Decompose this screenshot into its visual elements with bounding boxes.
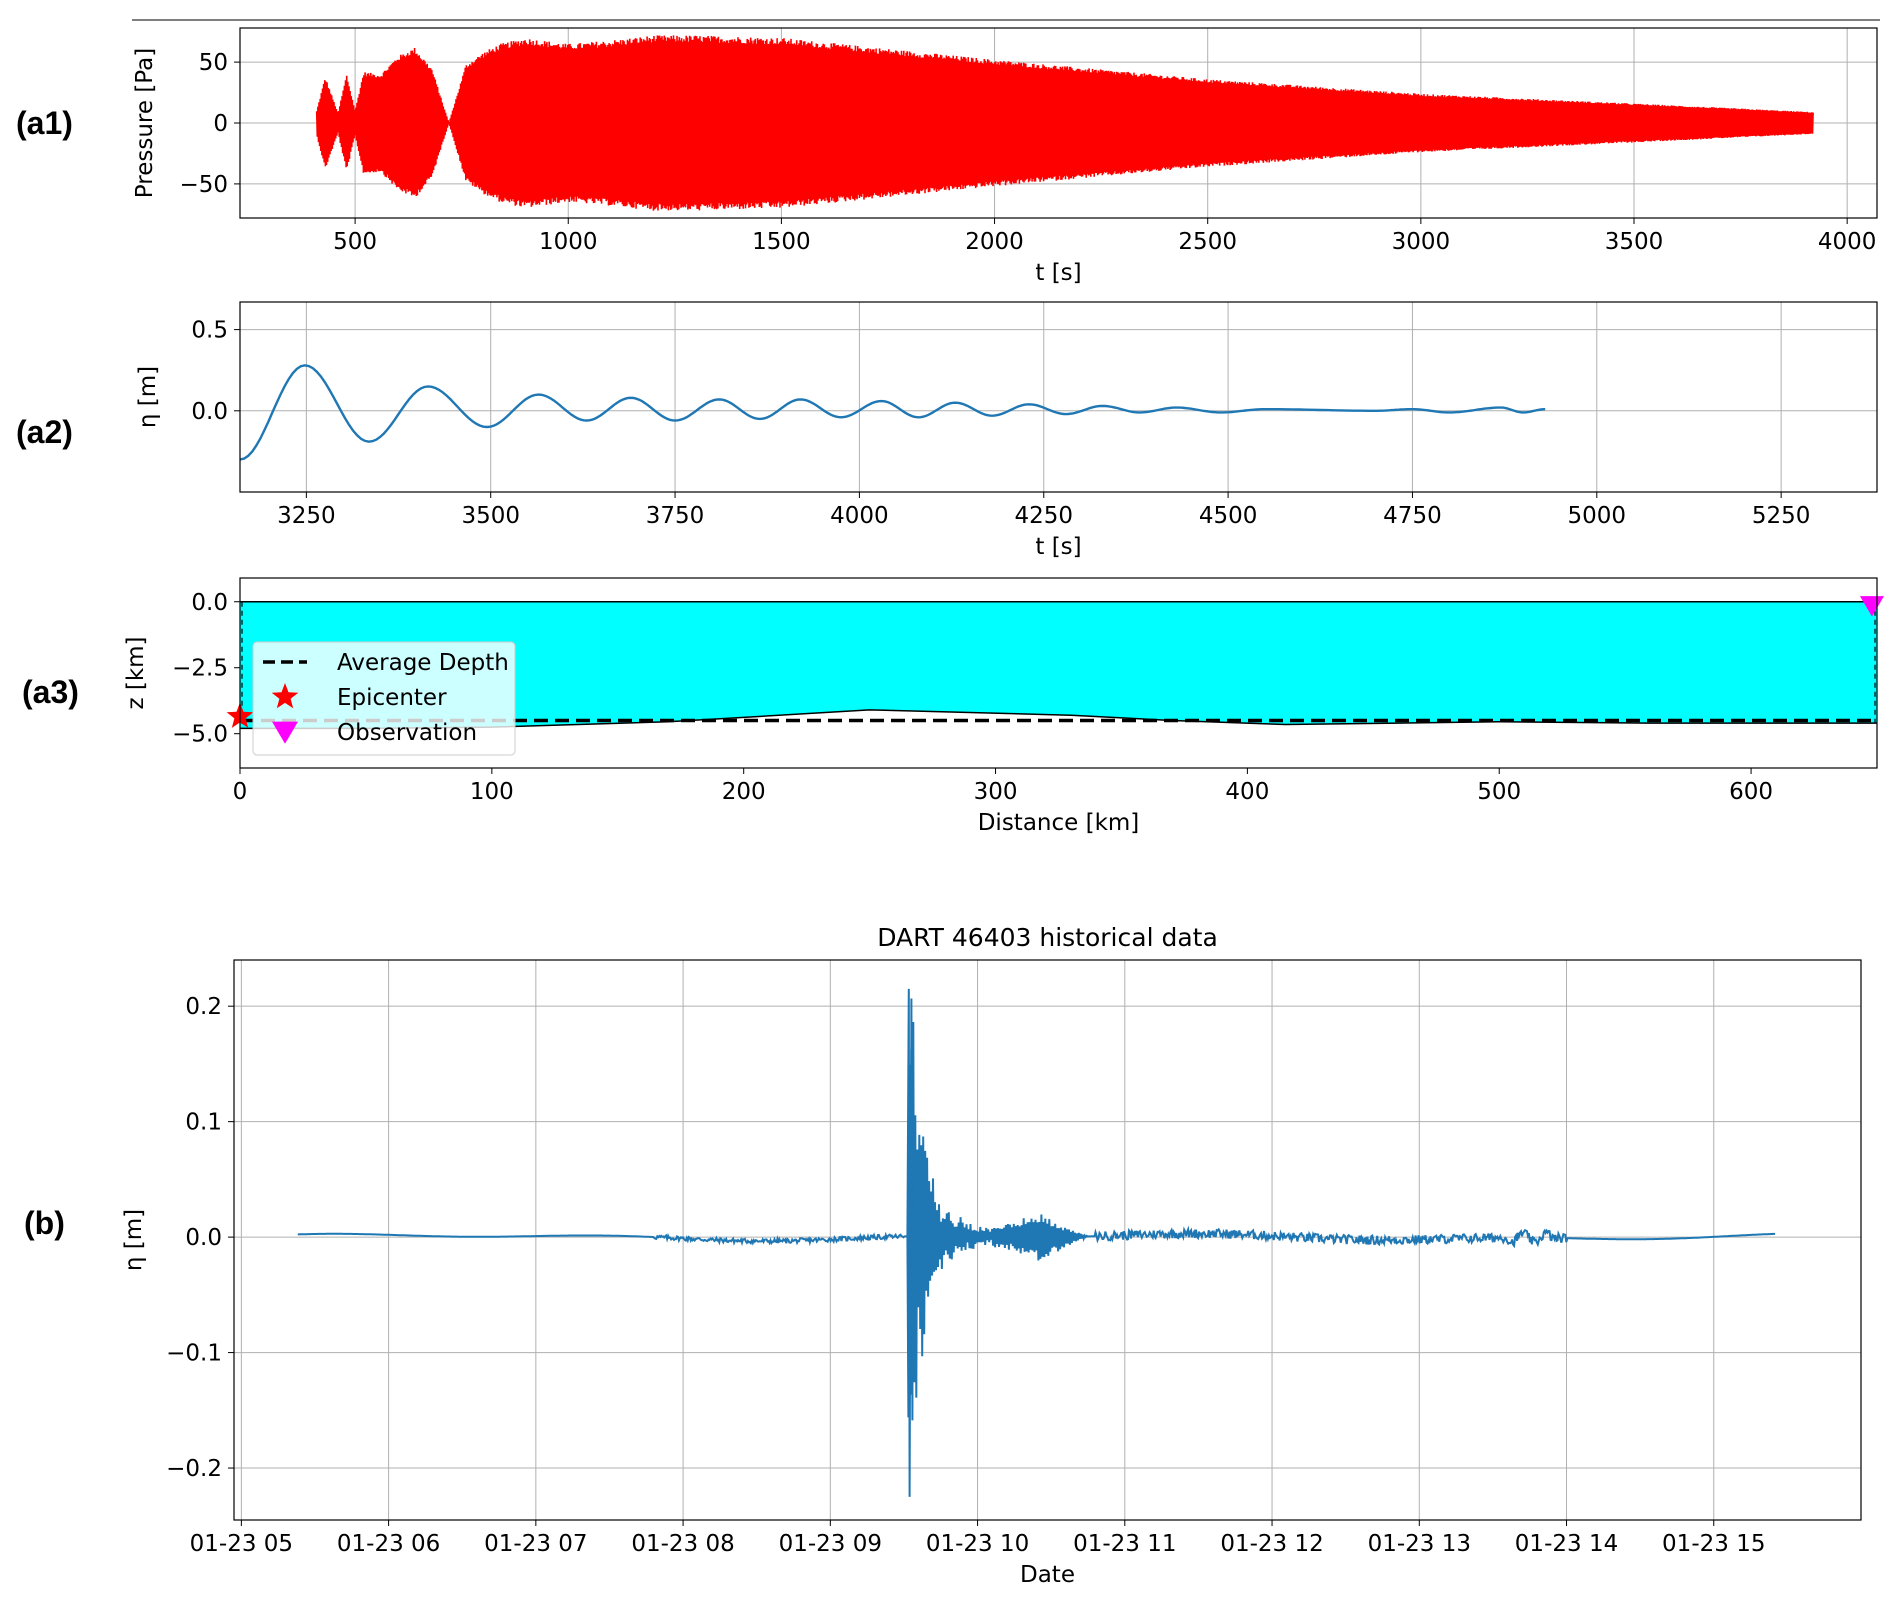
a1-x-axis-label: t [s]	[1035, 260, 1081, 286]
a2-y-axis-label: η [m]	[135, 366, 161, 428]
b-y-axis-label: η [m]	[121, 1209, 147, 1271]
a3-xtick-label: 300	[974, 779, 1018, 805]
a2-xtick-label: 3250	[277, 503, 336, 529]
a3-legend-label: Observation	[337, 720, 477, 746]
a2-xtick-label: 3500	[461, 503, 520, 529]
a1-xtick-label: 3000	[1392, 229, 1451, 255]
a3-y-axis-label: z [km]	[123, 636, 149, 709]
a3-xtick-label: 200	[722, 779, 766, 805]
b-ytick-label: 0.1	[185, 1110, 222, 1136]
a3-legend-label: Average Depth	[337, 650, 509, 676]
a1-plot-frame	[239, 27, 1878, 219]
a1-xtick-label: 500	[333, 229, 377, 255]
pressure-chart: 500 1000 1500 2000 2500 3000 3500 4000 −50 0 50 t […	[132, 27, 1878, 286]
a2-ytick-label: 0.5	[191, 318, 228, 344]
a3-ytick-label: −5.0	[172, 722, 228, 748]
a3-xtick-label: 500	[1477, 779, 1521, 805]
a1-ytick-label: 50	[199, 50, 228, 76]
a3-plot-frame	[239, 577, 1878, 769]
a2-xtick-label: 4500	[1199, 503, 1258, 529]
b-plot-frame	[233, 959, 1862, 1521]
a3-xtick-label: 600	[1729, 779, 1773, 805]
a2-xtick-label: 5000	[1568, 503, 1627, 529]
a2-xtick-label: 4750	[1383, 503, 1442, 529]
a3-xtick-label: 400	[1225, 779, 1269, 805]
a2-x-axis-label: t [s]	[1035, 534, 1081, 560]
a2-xtick-label: 3750	[646, 503, 705, 529]
a3-water-area	[240, 601, 1877, 729]
a2-xtick-label: 5250	[1752, 503, 1811, 529]
a3-xtick-label: 100	[470, 779, 514, 805]
b-xtick-label: 01-23 10	[926, 1531, 1029, 1557]
b-xtick-label: 01-23 11	[1073, 1531, 1176, 1557]
dart-chart: 01-23 05 01-23 06 01-23 07 01-23 08 01-23 09…	[121, 923, 1862, 1588]
b-eta-series	[297, 998, 1776, 1421]
panel-tag-a3: (a3)	[22, 674, 79, 710]
b-x-axis-label: Date	[1020, 1562, 1075, 1588]
a1-ytick-label: −50	[179, 172, 228, 198]
b-eta-peak-series	[906, 988, 915, 1497]
a3-xtick-label: 0	[233, 779, 248, 805]
b-xtick-label: 01-23 15	[1662, 1531, 1765, 1557]
a1-xtick-label: 1000	[539, 229, 598, 255]
b-xtick-label: 01-23 08	[631, 1531, 734, 1557]
a1-pressure-series	[315, 35, 1814, 211]
panel-tag-b: (b)	[24, 1205, 65, 1241]
a3-observation-marker	[1859, 596, 1884, 617]
a2-plot-frame	[239, 301, 1878, 493]
bathymetry-chart: 0 100 200 300 400 500 600 −5.0 −2.5 0.0 Average De…	[123, 577, 1884, 836]
b-xtick-label: 01-23 12	[1220, 1531, 1323, 1557]
a2-ytick-label: 0.0	[191, 399, 228, 425]
b-xtick-label: 01-23 07	[484, 1531, 587, 1557]
b-ytick-label: −0.1	[166, 1341, 222, 1367]
a3-legend-box	[252, 641, 516, 756]
a3-ytick-label: 0.0	[191, 590, 228, 616]
a1-xtick-label: 3500	[1605, 229, 1664, 255]
a1-xtick-label: 2000	[965, 229, 1024, 255]
a3-ytick-label: −2.5	[172, 656, 228, 682]
panel-tag-a2: (a2)	[16, 414, 73, 450]
b-chart-title: DART 46403 historical data	[877, 923, 1218, 952]
a1-xtick-label: 1500	[752, 229, 811, 255]
a1-ytick-label: 0	[213, 111, 228, 137]
eta-model-chart: 3250 3500 3750 4000 4250 4500 4750 5000 5250 0.0 0…	[135, 301, 1878, 560]
a2-eta-series	[239, 364, 1546, 461]
b-ytick-label: 0.0	[185, 1225, 222, 1251]
b-ytick-label: 0.2	[185, 994, 222, 1020]
b-xtick-label: 01-23 06	[337, 1531, 440, 1557]
a2-xtick-label: 4000	[830, 503, 889, 529]
a2-xtick-label: 4250	[1014, 503, 1073, 529]
a3-legend-swatch-observation	[272, 721, 298, 744]
b-xtick-label: 01-23 14	[1515, 1531, 1618, 1557]
a1-y-axis-label: Pressure [Pa]	[132, 48, 158, 198]
a3-x-axis-label: Distance [km]	[978, 810, 1140, 836]
a3-legend-swatch-epicenter	[271, 683, 299, 709]
panel-tag-a1: (a1)	[16, 105, 73, 141]
a1-xtick-label: 4000	[1818, 229, 1877, 255]
b-xtick-label: 01-23 09	[779, 1531, 882, 1557]
b-ytick-label: −0.2	[166, 1456, 222, 1482]
b-xtick-label: 01-23 05	[190, 1531, 293, 1557]
a3-legend-label: Epicenter	[337, 685, 447, 711]
b-xtick-label: 01-23 13	[1368, 1531, 1471, 1557]
a1-xtick-label: 2500	[1178, 229, 1237, 255]
